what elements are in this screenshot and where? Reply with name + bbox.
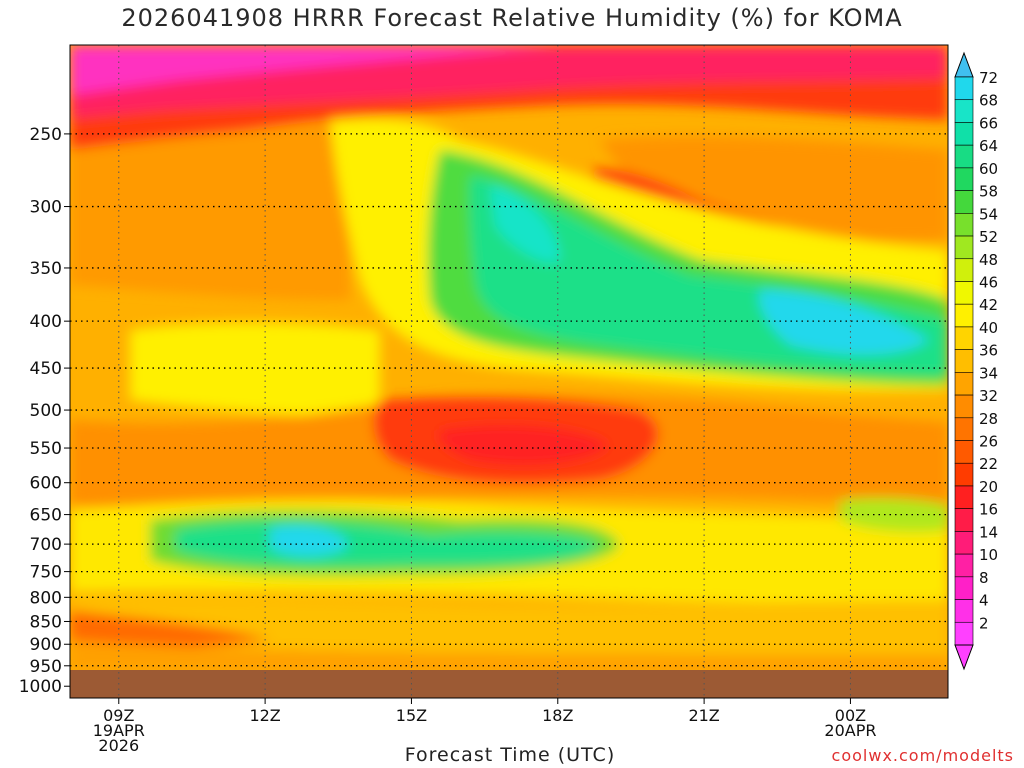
colorbar-label: 32 [979, 387, 998, 405]
y-axis: 250 300 350 400 450 500 550 600 650 700 750 800 850 9… [19, 125, 70, 697]
colorbar-swatch [954, 394, 974, 419]
colorbar-label: 40 [979, 319, 998, 337]
grid [70, 45, 948, 698]
colorbar-top-arrow [954, 51, 974, 78]
y-tick-label: 400 [30, 312, 62, 332]
colorbar-label: 22 [979, 455, 998, 473]
y-tick-label: 750 [30, 563, 62, 583]
colorbar-label: 2 [979, 614, 989, 632]
colorbar-label: 68 [979, 92, 998, 110]
y-tick-label: 1000 [19, 677, 62, 697]
colorbar-label: 8 [979, 569, 989, 587]
y-tick-label: 650 [30, 506, 62, 526]
chart-title: 2026041908 HRRR Forecast Relative Humidi… [121, 4, 903, 32]
colorbar-swatch [954, 485, 974, 509]
y-tick-label: 700 [30, 535, 62, 555]
colorbar-label: 48 [979, 251, 998, 269]
plot-frame [69, 44, 949, 699]
colorbar-label: 66 [979, 114, 998, 132]
colorbar-label: 46 [979, 273, 998, 291]
colorbar-label: 58 [979, 183, 998, 201]
colorbar-swatch [954, 326, 974, 350]
x-tick-label: 00Z [835, 706, 866, 725]
colorbar-swatch [954, 303, 974, 328]
x-tick-year: 2026 [98, 736, 139, 755]
colorbar-label: 16 [979, 501, 998, 519]
colorbar-swatch [954, 122, 974, 146]
y-tick-label: 900 [30, 635, 62, 655]
colorbar-swatch [954, 190, 974, 214]
colorbar-swatch [954, 213, 974, 237]
colorbar-swatch [954, 508, 974, 532]
y-tick-label: 950 [30, 657, 62, 677]
colorbar-label: 34 [979, 364, 998, 382]
colorbar-label: 10 [979, 546, 998, 564]
colorbar-label: 64 [979, 137, 998, 155]
colorbar-swatch [954, 621, 974, 646]
colorbar-swatch [954, 440, 974, 464]
colorbar-label: 20 [979, 478, 998, 496]
colorbar-label: 26 [979, 433, 998, 451]
ground-area [70, 670, 948, 698]
colorbar-swatch [954, 553, 974, 578]
y-tick-label: 850 [30, 612, 62, 632]
colorbar-swatch [954, 99, 974, 123]
x-tick-label: 15Z [396, 706, 427, 725]
colorbar-swatch [954, 372, 974, 396]
colorbar-swatch [954, 462, 974, 487]
colorbar-swatch [954, 76, 974, 101]
x-tick-label: 18Z [542, 706, 573, 725]
credit-text: coolwx.com/modelts [831, 746, 1014, 765]
colorbar-swatch [954, 235, 974, 260]
colorbar-swatch [954, 281, 974, 305]
colorbar-label: 36 [979, 342, 998, 360]
colorbar-swatch [954, 349, 974, 373]
y-tick-label: 800 [30, 588, 62, 608]
colorbar-label: 72 [979, 69, 998, 87]
x-tick-label: 09Z [103, 706, 134, 725]
x-tick-date: 20APR [824, 721, 876, 740]
y-tick-label: 350 [30, 259, 62, 279]
colorbar-swatch [954, 599, 974, 623]
colorbar-swatch [954, 258, 974, 282]
x-tick-label: 21Z [688, 706, 719, 725]
colorbar-swatch [954, 576, 974, 600]
colorbar-label: 42 [979, 296, 998, 314]
x-axis-label: Forecast Time (UTC) [404, 744, 616, 766]
colorbar-label: 4 [979, 592, 989, 610]
colorbar-swatch [954, 417, 974, 441]
colorbar-label: 52 [979, 228, 998, 246]
y-tick-label: 300 [30, 198, 62, 218]
colorbar-label: 14 [979, 523, 998, 541]
colorbar-bottom-arrow [954, 644, 974, 671]
colorbar-swatch [954, 531, 974, 555]
y-tick-label: 450 [30, 359, 62, 379]
colorbar-label: 54 [979, 205, 998, 223]
y-tick-label: 600 [30, 474, 62, 494]
y-tick-label: 500 [30, 401, 62, 421]
colorbar: 7268666460585452484642403634322826222016… [954, 51, 998, 671]
x-tick-label: 12Z [249, 706, 280, 725]
humidity-field [70, 45, 948, 698]
y-tick-label: 550 [30, 439, 62, 459]
x-tick-date: 19APR [93, 721, 145, 740]
y-tick-label: 250 [30, 125, 62, 145]
colorbar-swatch [954, 144, 974, 169]
colorbar-label: 60 [979, 160, 998, 178]
colorbar-label: 28 [979, 410, 998, 428]
colorbar-swatch [954, 167, 974, 191]
